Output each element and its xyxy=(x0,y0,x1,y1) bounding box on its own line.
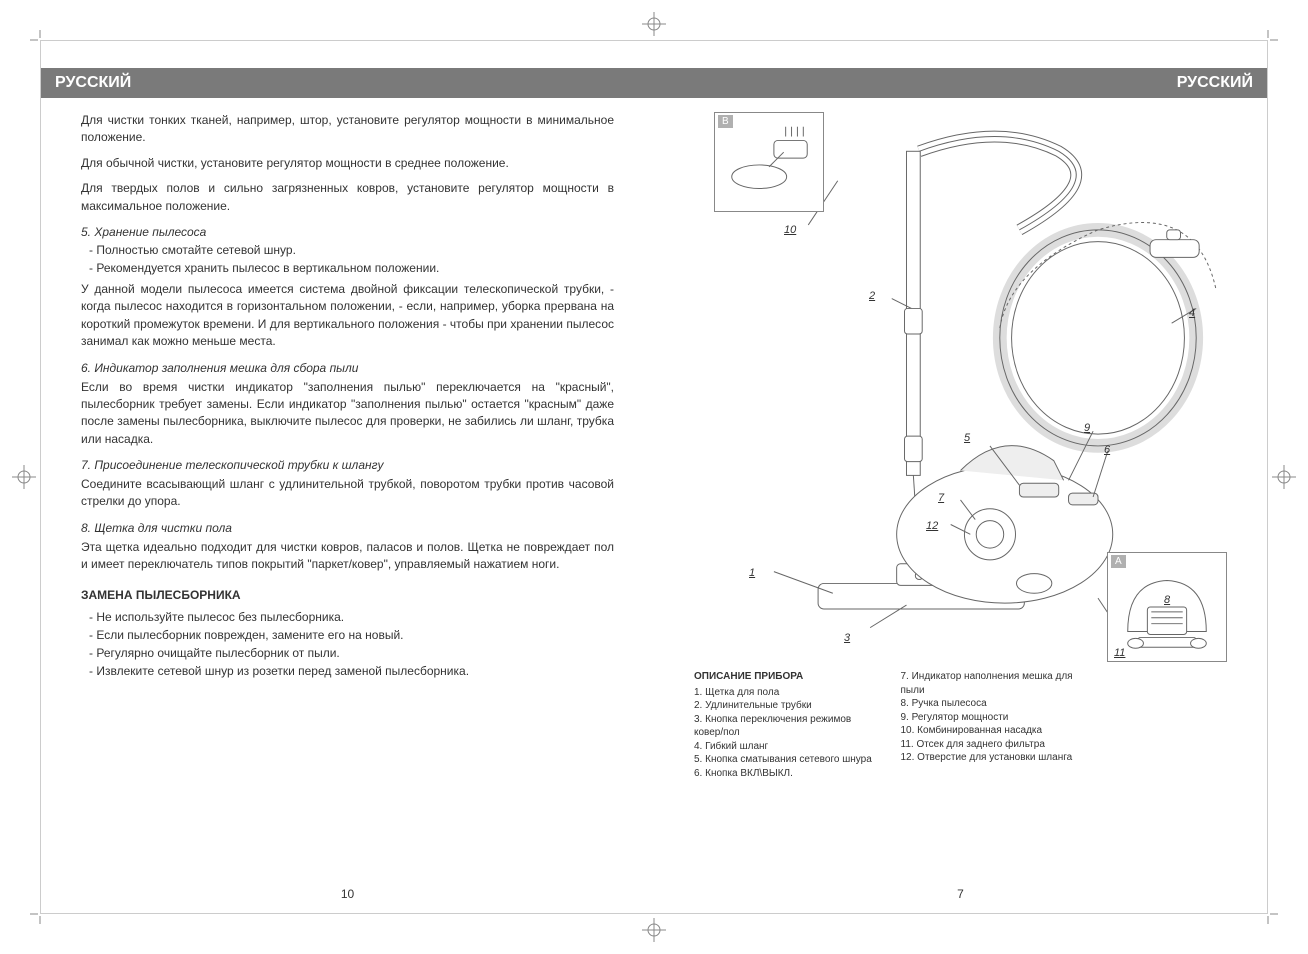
sec7-para: Соедините всасывающий шланг с удлинитель… xyxy=(81,476,614,511)
callout-3: 3 xyxy=(844,632,850,644)
callout-11: 11 xyxy=(1114,647,1125,659)
desc-i1: 1. Щетка для пола xyxy=(694,686,877,700)
replace-b1: Не используйте пылесос без пылесборника. xyxy=(89,610,614,624)
sec5-b2: Рекомендуется хранить пылесос в вертикал… xyxy=(89,261,614,275)
callout-8: 8 xyxy=(1164,594,1170,606)
replace-b2: Если пылесборник поврежден, замените его… xyxy=(89,628,614,642)
page-right: РУССКИЙ xyxy=(654,41,1267,913)
sec5-b1: Полностью смотайте сетевой шнур. xyxy=(89,243,614,257)
desc-i8: 8. Ручка пылесоса xyxy=(901,697,1084,711)
inset-b: B xyxy=(714,112,824,212)
desc-title: ОПИСАНИЕ ПРИБОРА xyxy=(694,670,877,684)
callout-7: 7 xyxy=(938,492,944,504)
desc-i11: 11. Отсек для заднего фильтра xyxy=(901,738,1084,752)
page-spread: РУССКИЙ Для чистки тонких тканей, наприм… xyxy=(40,40,1268,914)
page-left: РУССКИЙ Для чистки тонких тканей, наприм… xyxy=(41,41,654,913)
desc-i6: 6. Кнопка ВКЛ\ВЫКЛ. xyxy=(694,767,877,781)
replace-b4: Извлеките сетевой шнур из розетки перед … xyxy=(89,664,614,678)
desc-i2: 2. Удлинительные трубки xyxy=(694,699,877,713)
sec6-title: 6. Индикатор заполнения мешка для сбора … xyxy=(81,361,614,375)
desc-col-1: ОПИСАНИЕ ПРИБОРА 1. Щетка для пола 2. Уд… xyxy=(694,670,877,780)
reg-mark-right xyxy=(1272,465,1296,489)
callout-2: 2 xyxy=(869,290,875,302)
para-3: Для твердых полов и сильно загрязненных … xyxy=(81,180,614,215)
desc-i7: 7. Индикатор наполнения мешка для пыли xyxy=(901,670,1084,697)
reg-mark-left xyxy=(12,465,36,489)
desc-i10: 10. Комбинированная насадка xyxy=(901,724,1084,738)
inset-a: A xyxy=(1107,552,1227,662)
replace-list: Не используйте пылесос без пылесборника.… xyxy=(81,610,614,678)
para-2: Для обычной чистки, установите регулятор… xyxy=(81,155,614,172)
callout-1: 1 xyxy=(749,567,755,579)
sec7-title: 7. Присоединение телескопической трубки … xyxy=(81,458,614,472)
desc-i9: 9. Регулятор мощности xyxy=(901,711,1084,725)
sec8-title: 8. Щетка для чистки пола xyxy=(81,521,614,535)
sec5-list: Полностью смотайте сетевой шнур. Рекомен… xyxy=(81,243,614,275)
callout-10: 10 xyxy=(784,224,796,236)
sec6-para: Если во время чистки индикатор "заполнен… xyxy=(81,379,614,449)
sec5-para: У данной модели пылесоса имеется система… xyxy=(81,281,614,351)
page-number-right: 7 xyxy=(957,887,964,901)
header-right: РУССКИЙ xyxy=(654,68,1267,98)
sec5-title: 5. Хранение пылесоса xyxy=(81,225,614,239)
replace-b3: Регулярно очищайте пылесборник от пыли. xyxy=(89,646,614,660)
sec8-para: Эта щетка идеально подходит для чистки к… xyxy=(81,539,614,574)
vacuum-diagram: B A xyxy=(694,112,1227,662)
description-columns: ОПИСАНИЕ ПРИБОРА 1. Щетка для пола 2. Уд… xyxy=(694,670,1227,780)
inset-a-label: A xyxy=(1111,555,1126,568)
inset-a-icon xyxy=(1108,553,1226,661)
desc-i12: 12. Отверстие для установки шланга xyxy=(901,751,1084,765)
desc-col-2: 7. Индикатор наполнения мешка для пыли 8… xyxy=(901,670,1084,780)
desc-i3: 3. Кнопка переключения режимов ковер/пол xyxy=(694,713,877,740)
para-1: Для чистки тонких тканей, например, штор… xyxy=(81,112,614,147)
callout-9: 9 xyxy=(1084,422,1090,434)
header-left: РУССКИЙ xyxy=(41,68,654,98)
page-number-left: 10 xyxy=(341,887,354,901)
callout-12: 12 xyxy=(926,520,938,532)
callout-4: 4 xyxy=(1189,307,1195,319)
callout-6: 6 xyxy=(1104,444,1110,456)
replace-title: ЗАМЕНА ПЫЛЕСБОРНИКА xyxy=(81,588,614,602)
reg-mark-bottom xyxy=(642,918,666,942)
reg-mark-top xyxy=(642,12,666,36)
desc-i5: 5. Кнопка сматывания сетевого шнура xyxy=(694,753,877,767)
inset-b-label: B xyxy=(718,115,733,128)
desc-i4: 4. Гибкий шланг xyxy=(694,740,877,754)
callout-5: 5 xyxy=(964,432,970,444)
